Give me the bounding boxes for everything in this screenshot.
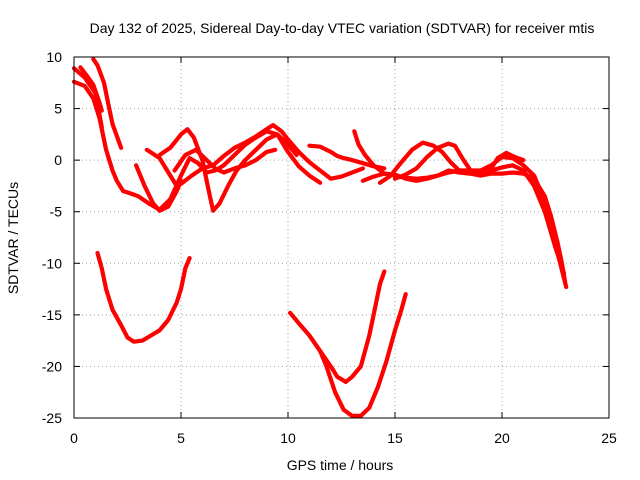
- x-tick-label: 20: [494, 430, 510, 446]
- y-tick-label: -20: [42, 358, 62, 374]
- y-tick-label: 5: [54, 101, 62, 117]
- y-tick-label: -25: [42, 410, 62, 426]
- series-line-track-b: [71, 66, 104, 130]
- series-line-track-g: [157, 127, 299, 213]
- series-line-track-f: [134, 163, 184, 213]
- x-tick-label: 0: [70, 430, 78, 446]
- plot-frame: [73, 56, 610, 419]
- axis-ticks: 0 5 10 15 20 25 10 5 0 -5 -10 -15 -20 -25: [42, 49, 617, 446]
- x-tick-label: 25: [601, 430, 617, 446]
- series-line-track-d: [78, 65, 104, 113]
- series-line-track-a: [71, 79, 323, 212]
- x-tick-label: 5: [177, 430, 185, 446]
- series-line-track-l: [377, 140, 567, 276]
- chart-title: Day 132 of 2025, Sidereal Day-to-day VTE…: [90, 20, 595, 36]
- x-tick-label: 15: [387, 430, 403, 446]
- series-line-track-i: [307, 143, 387, 171]
- y-tick-label: -15: [42, 307, 62, 323]
- series-line-track-c: [91, 57, 124, 150]
- series-line-track-m: [392, 141, 526, 181]
- y-tick-label: 0: [54, 152, 62, 168]
- y-tick-label: -5: [50, 204, 63, 220]
- y-tick-label: -10: [42, 255, 62, 271]
- series-line-track-h: [172, 147, 278, 175]
- x-axis-label: GPS time / hours: [287, 457, 394, 473]
- series-line-track-n: [95, 250, 192, 344]
- series-line-track-o: [288, 269, 387, 384]
- series-line-track-k: [360, 154, 569, 290]
- grid: [74, 57, 609, 418]
- series-line-track-p: [318, 292, 408, 418]
- y-axis-label: SDTVAR / TECUs: [5, 182, 21, 294]
- x-tick-label: 10: [280, 430, 296, 446]
- y-tick-label: 10: [46, 49, 62, 65]
- series-group: [71, 57, 569, 418]
